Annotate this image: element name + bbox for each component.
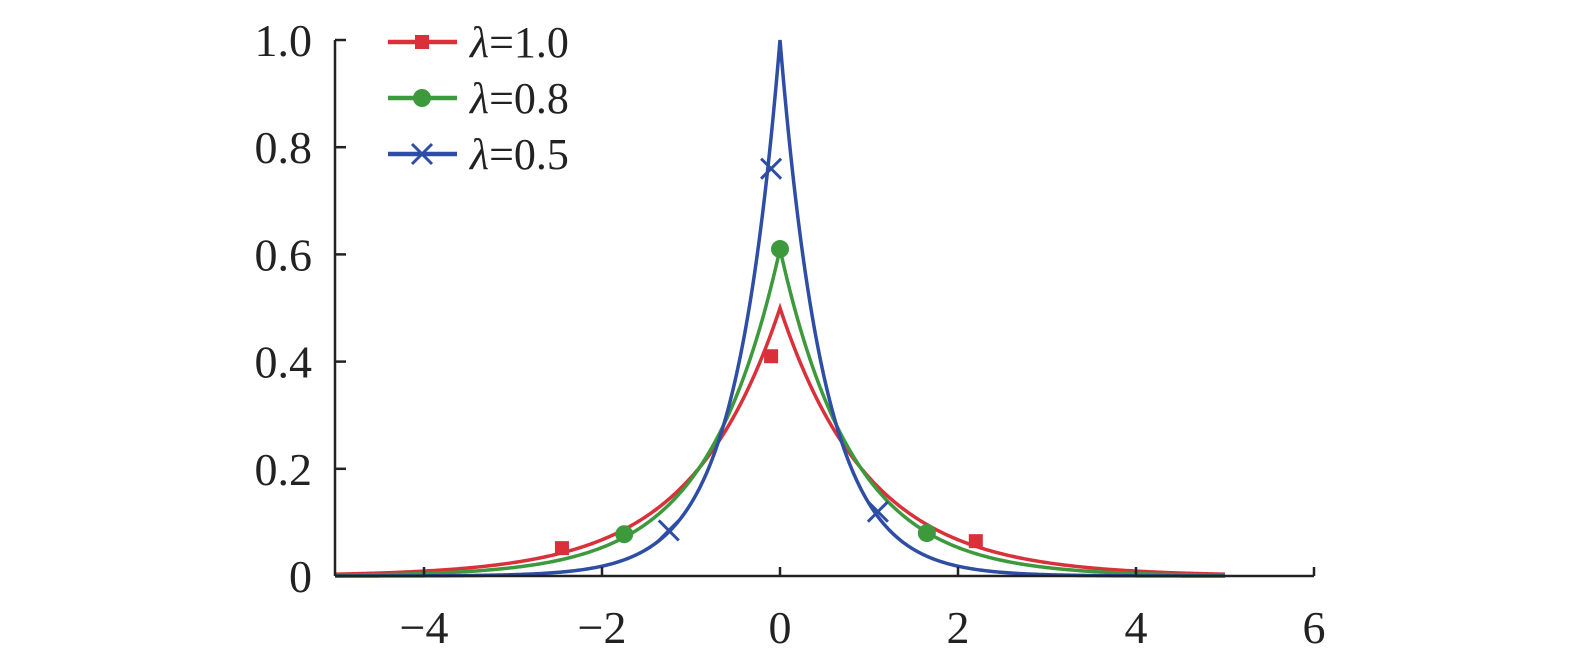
series-line-2 — [334, 248, 1226, 578]
series-2 — [334, 240, 1226, 578]
series-1-marker-2 — [764, 349, 779, 364]
legend: λ=1.0 λ=0.8 λ=0.5 — [388, 18, 569, 179]
series-line-1 — [334, 302, 1226, 576]
legend-item-1: λ=1.0 — [388, 18, 569, 67]
legend-item-3: λ=0.5 — [388, 130, 569, 179]
ticks: −4 −2 0 2 4 6 0 0.2 0.4 0.6 0.8 1.0 — [255, 15, 1326, 653]
series-2-marker-3 — [917, 524, 936, 543]
legend-item-2: λ=0.8 — [388, 74, 569, 123]
x-tick-label: 4 — [1125, 602, 1148, 653]
legend-label-1: λ=1.0 — [468, 18, 569, 67]
series-3-marker-3 — [866, 500, 889, 523]
y-tick-label: 0.4 — [255, 337, 313, 388]
legend-marker-2 — [413, 89, 431, 107]
x-tick-label: 2 — [947, 602, 970, 653]
y-tick-label: 1.0 — [255, 15, 313, 66]
x-tick-label: −4 — [400, 602, 449, 653]
legend-marker-3 — [410, 142, 434, 166]
x-tick-label: −2 — [578, 602, 627, 653]
legend-label-3: λ=0.5 — [468, 130, 569, 179]
series-1 — [334, 302, 1226, 576]
series-2-marker-1 — [615, 525, 634, 544]
legend-marker-1 — [415, 35, 429, 49]
series-3-marker-2 — [760, 157, 783, 180]
x-tick-label: 0 — [769, 602, 792, 653]
legend-label-2: λ=0.8 — [468, 74, 569, 123]
series-layer — [334, 39, 1226, 578]
series-1-marker-3 — [968, 534, 983, 549]
y-tick-label: 0.6 — [255, 229, 313, 280]
y-tick-label: 0.8 — [255, 122, 313, 173]
series-3-marker-1 — [657, 519, 680, 542]
axes — [333, 40, 1314, 578]
x-tick-label: 6 — [1303, 602, 1326, 653]
series-2-marker-2 — [771, 240, 789, 259]
series-1-marker-1 — [554, 541, 569, 556]
y-tick-label: 0.2 — [255, 444, 313, 495]
y-tick-label: 0 — [289, 551, 312, 602]
